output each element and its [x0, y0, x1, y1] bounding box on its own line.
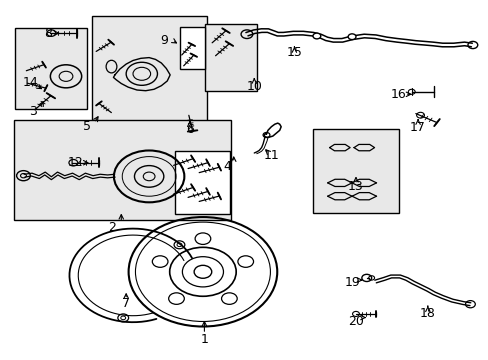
Text: 16: 16 [390, 88, 406, 101]
Text: 20: 20 [347, 315, 363, 328]
Text: 19: 19 [344, 276, 359, 289]
Text: 7: 7 [122, 297, 130, 310]
Bar [312, 129, 398, 213]
Text: 1: 1 [200, 333, 208, 346]
Text: 14: 14 [22, 76, 38, 89]
Circle shape [347, 34, 355, 40]
Text: 10: 10 [246, 80, 262, 93]
Text: 13: 13 [347, 180, 363, 193]
Bar [92, 16, 206, 121]
Text: 4: 4 [223, 160, 231, 173]
Bar [15, 28, 87, 109]
Bar [205, 24, 256, 91]
Text: 15: 15 [286, 46, 302, 59]
Bar [175, 151, 229, 214]
Text: 8: 8 [44, 27, 52, 40]
Circle shape [312, 33, 320, 39]
Bar [14, 120, 231, 220]
Text: 18: 18 [419, 307, 435, 320]
Text: 2: 2 [108, 221, 116, 234]
Text: 6: 6 [185, 123, 193, 136]
Text: 5: 5 [83, 120, 91, 133]
Text: 9: 9 [160, 34, 167, 47]
Text: 3: 3 [29, 105, 37, 118]
Text: 12: 12 [68, 156, 83, 169]
Text: 17: 17 [409, 121, 425, 134]
Bar [180, 27, 205, 69]
Text: 11: 11 [263, 149, 279, 162]
